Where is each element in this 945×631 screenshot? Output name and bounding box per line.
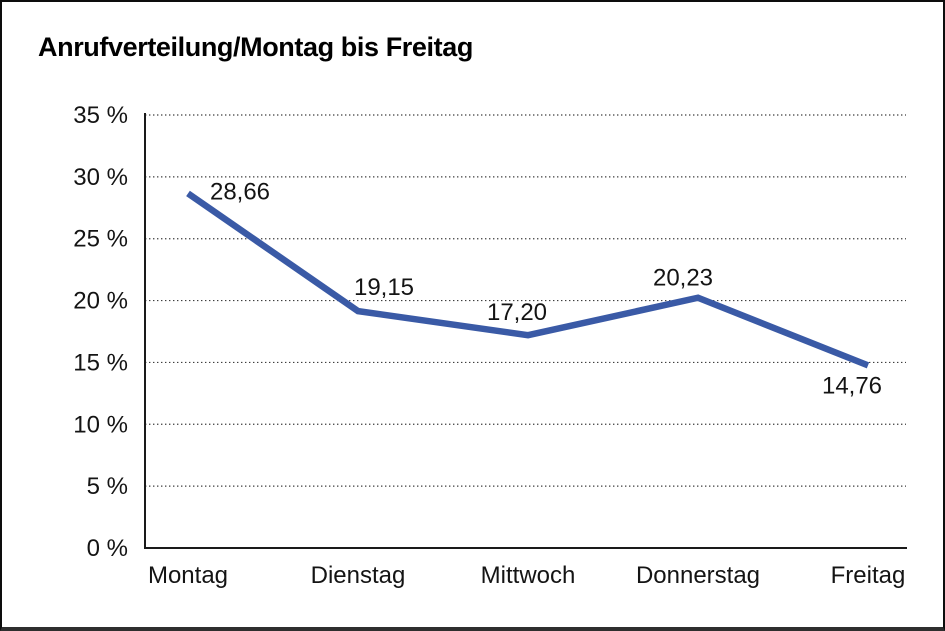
data-point-label: 20,23 <box>653 265 713 292</box>
y-tick-label: 0 % <box>87 535 128 562</box>
y-tick-label: 10 % <box>73 411 128 438</box>
y-tick-label: 5 % <box>87 473 128 500</box>
data-point-label: 14,76 <box>822 372 882 399</box>
chart-title: Anrufverteilung/Montag bis Freitag <box>38 32 473 62</box>
data-point-label: 17,20 <box>487 299 547 326</box>
y-tick-label: 20 % <box>73 288 128 315</box>
line-chart: 0 % 5 % 10 % 15 % 20 % 25 % 30 % 35 % Montag Dien… <box>73 102 907 589</box>
x-category-label: Donnerstag <box>636 562 760 589</box>
x-category-label: Mittwoch <box>481 562 576 589</box>
y-tick-label: 30 % <box>73 164 128 191</box>
x-category-label: Freitag <box>831 562 906 589</box>
data-series-line <box>186 190 870 369</box>
x-category-label: Montag <box>148 562 228 589</box>
x-category-label: Dienstag <box>311 562 406 589</box>
y-tick-label: 15 % <box>73 349 128 376</box>
y-tick-label: 35 % <box>73 102 128 129</box>
data-point-label: 28,66 <box>210 178 270 205</box>
y-tick-label: 25 % <box>73 226 128 253</box>
data-point-label: 19,15 <box>354 274 414 301</box>
